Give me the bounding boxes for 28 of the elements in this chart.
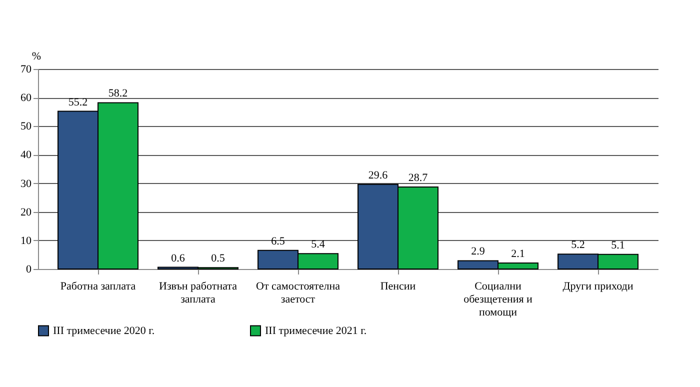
data-label: 2.1 bbox=[511, 248, 525, 260]
data-label: 55.2 bbox=[68, 96, 88, 108]
data-label: 58.2 bbox=[108, 88, 128, 100]
data-label: 0.6 bbox=[171, 252, 186, 264]
data-label: 2.9 bbox=[471, 246, 486, 258]
x-tick-label: Извън работната заплата bbox=[159, 280, 238, 306]
x-tick-label: Пенсии bbox=[380, 280, 416, 292]
data-label: 29.6 bbox=[368, 169, 388, 182]
x-tick-label: Работна заплата bbox=[60, 280, 136, 292]
y-tick-label: 0 bbox=[26, 264, 32, 276]
legend-label: III тримесечие 2021 г. bbox=[265, 324, 367, 337]
data-label: 5.1 bbox=[611, 239, 625, 252]
x-tick-label: Други приходи bbox=[562, 280, 634, 292]
legend-label: III тримесечие 2020 г. bbox=[53, 324, 155, 337]
y-axis-title: % bbox=[32, 50, 42, 62]
y-tick-label: 30 bbox=[20, 178, 32, 190]
data-label: 5.4 bbox=[311, 238, 326, 251]
y-tick-label: 40 bbox=[20, 149, 32, 162]
x-tick-label: Социални обезщетения и помощи bbox=[464, 280, 533, 318]
y-tick-label: 10 bbox=[20, 234, 32, 247]
data-label: 28.7 bbox=[408, 172, 428, 184]
y-tick-label: 60 bbox=[20, 92, 32, 104]
x-tick-label: От самостоятелна заетост bbox=[256, 280, 340, 306]
data-label: 5.2 bbox=[571, 239, 585, 252]
y-tick-label: 70 bbox=[20, 64, 32, 76]
y-tick-label: 20 bbox=[20, 206, 32, 218]
data-label: 0.5 bbox=[211, 252, 226, 265]
y-tick-label: 50 bbox=[20, 120, 32, 133]
